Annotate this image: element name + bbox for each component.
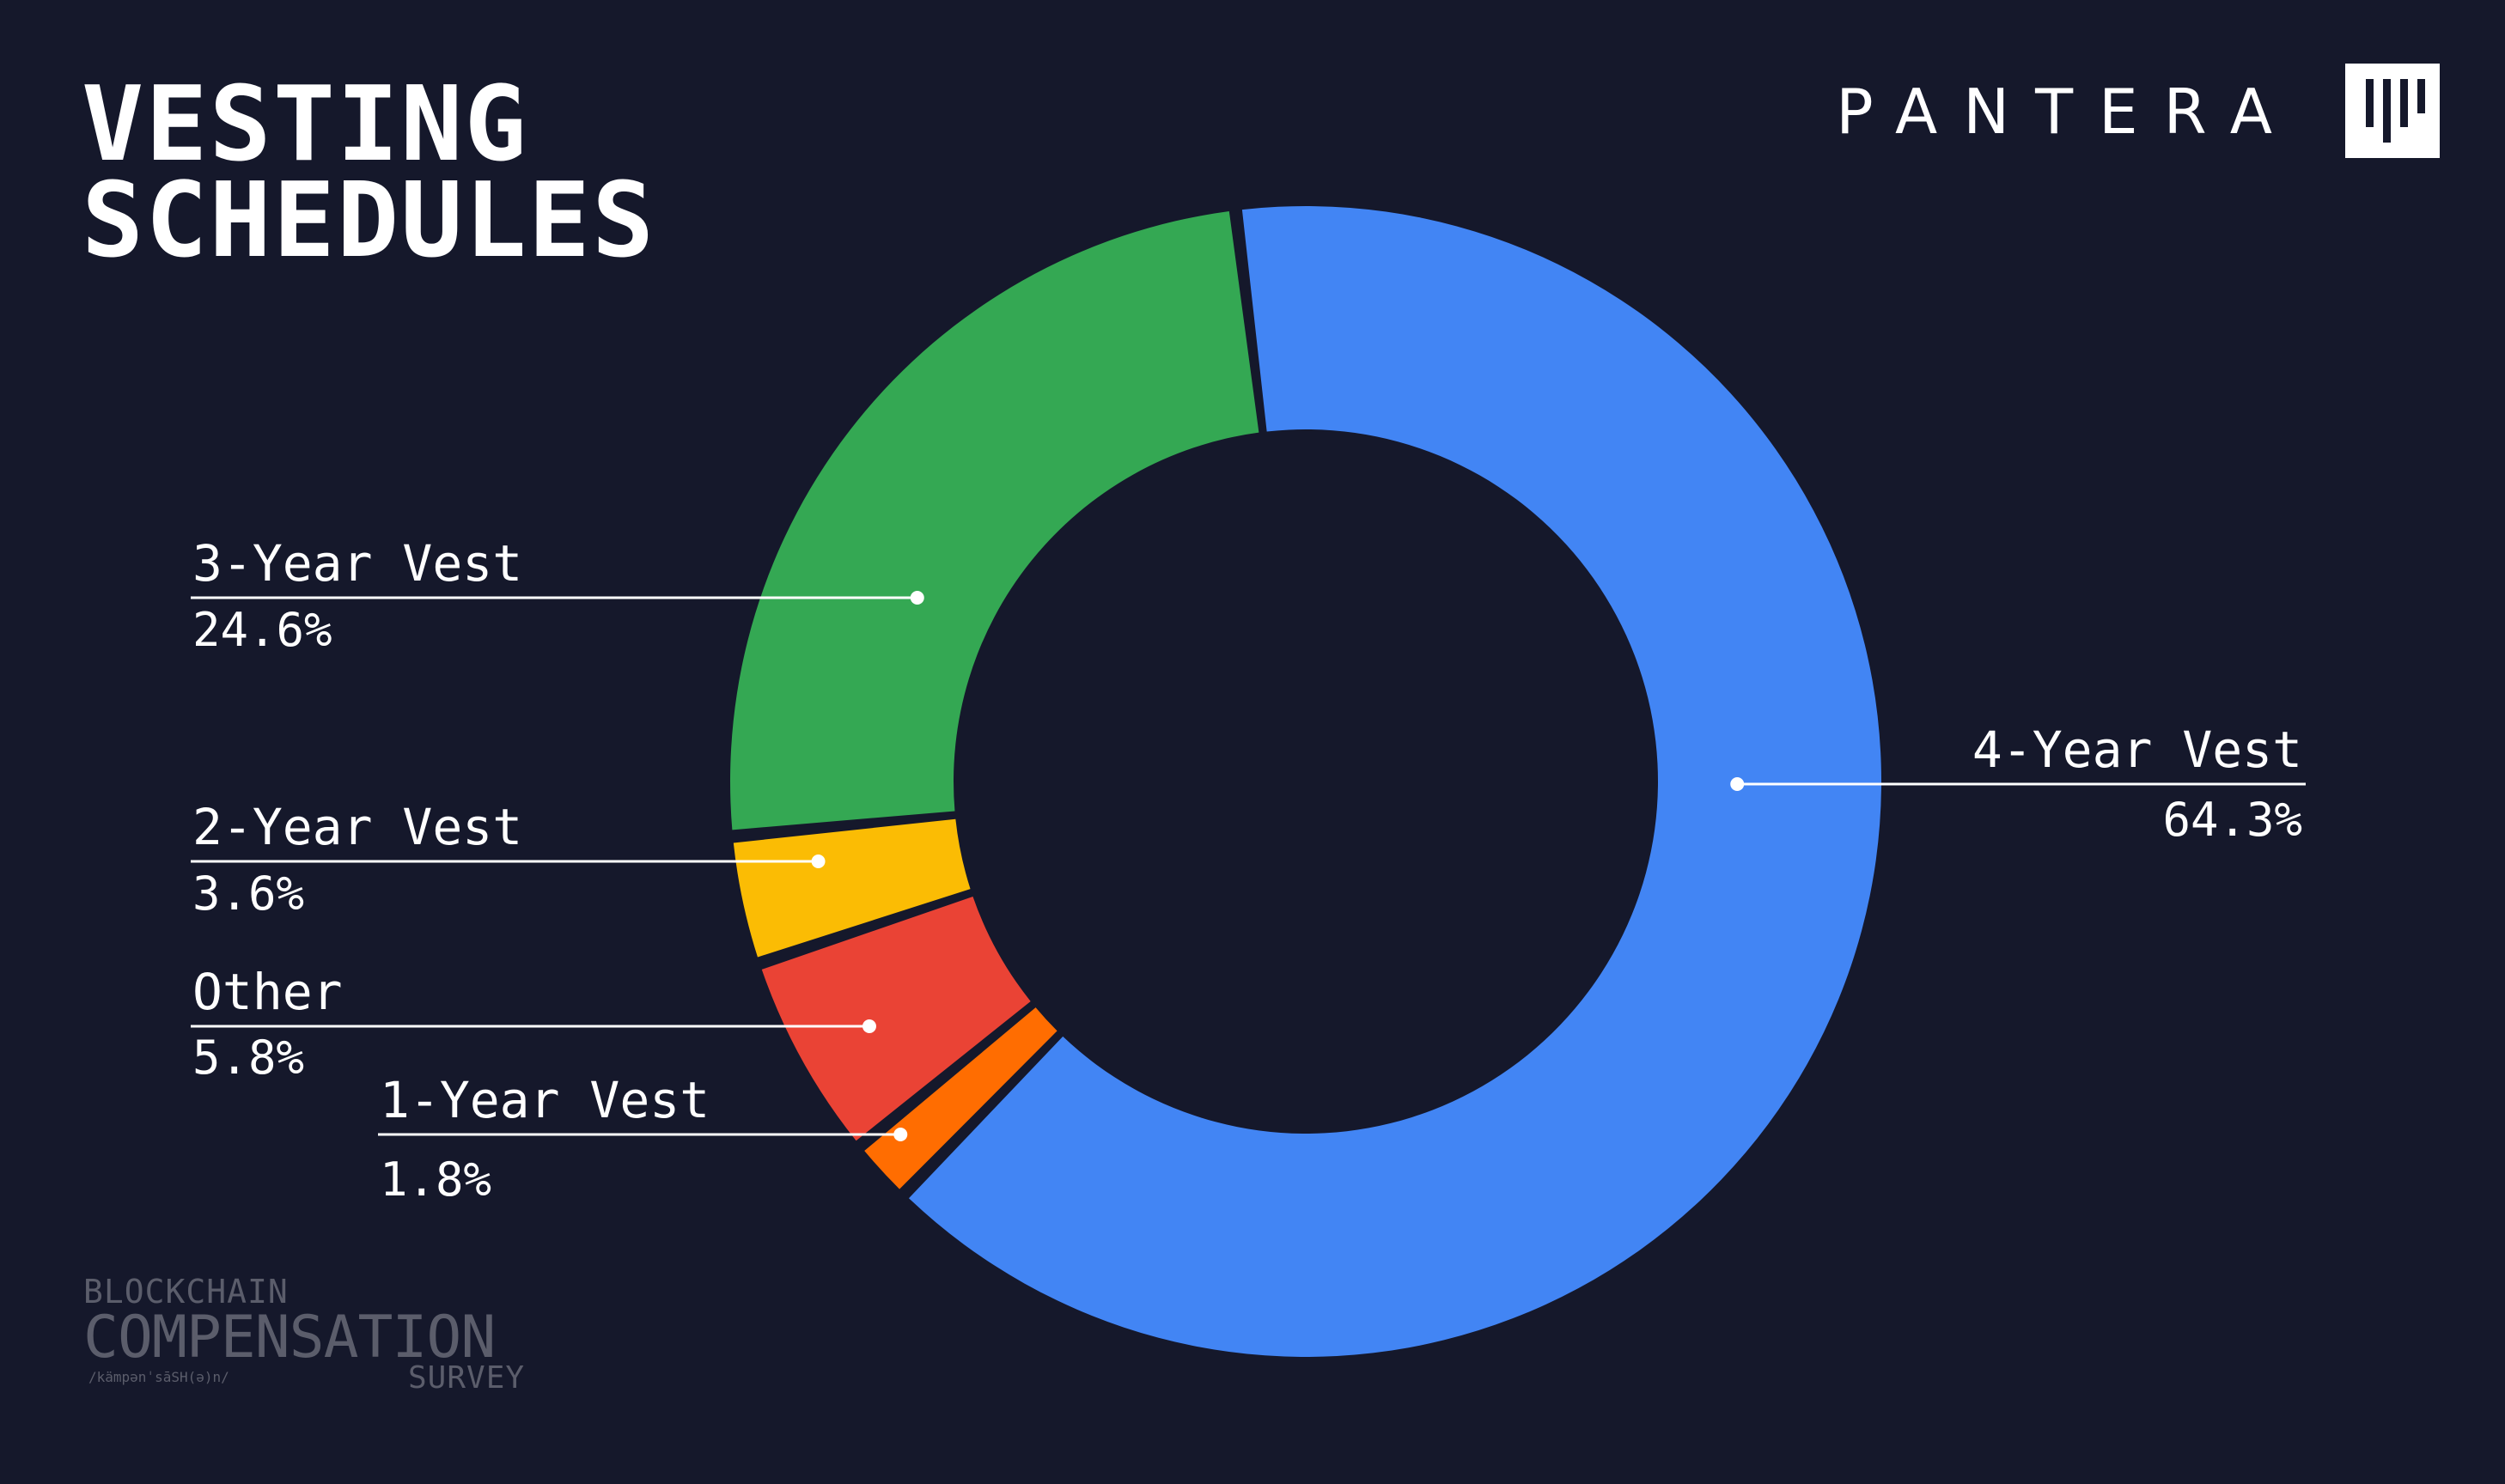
slice-2-year-vest (733, 818, 971, 958)
callout-1-year-vest: 1-Year Vest 1.8% (378, 1071, 908, 1207)
callout-dot (893, 1128, 908, 1141)
title-line-2: SCHEDULES (82, 161, 656, 281)
slice-1-year-vest (864, 1007, 1057, 1189)
slice-other (761, 896, 1031, 1141)
survey-top-text: BLOCKCHAIN (83, 1273, 289, 1311)
callout-2-year-vest: 2-Year Vest 3.6% (191, 798, 826, 921)
brand-logo: PANTERA (1735, 60, 2440, 163)
slice-3-year-vest (730, 210, 1259, 830)
slice-value-other: 5.8% (192, 1031, 304, 1085)
page-title: VESTING SCHEDULES (82, 65, 656, 281)
slice-label-2-year-vest: 2-Year Vest (192, 798, 522, 856)
slice-label-1-year-vest: 1-Year Vest (380, 1071, 710, 1129)
slice-label-3-year-vest: 3-Year Vest (192, 534, 522, 593)
callout-dot (862, 1019, 876, 1033)
survey-watermark: BLOCKCHAIN COMPENSATION /kämpənˈsāSH(ə)n… (83, 1273, 564, 1402)
brand-wordmark: PANTERA (1836, 76, 2298, 148)
title-line-1: VESTING (82, 65, 528, 185)
slice-value-1-year-vest: 1.8% (380, 1153, 491, 1207)
survey-main-text: COMPENSATION (83, 1304, 496, 1371)
slice-value-4-year-vest: 64.3% (2162, 793, 2302, 847)
slice-value-2-year-vest: 3.6% (192, 867, 304, 921)
callout-4-year-vest: 4-Year Vest 64.3% (1730, 721, 2306, 847)
slice-value-3-year-vest: 24.6% (192, 603, 332, 657)
slice-4-year-vest (908, 206, 1881, 1357)
slice-label-4-year-vest: 4-Year Vest (1972, 721, 2302, 779)
callout-3-year-vest: 3-Year Vest 24.6% (191, 534, 924, 657)
callout-other: Other 5.8% (191, 963, 876, 1085)
survey-phonetic-text: /kämpənˈsāSH(ə)n/ (88, 1369, 229, 1385)
callout-dot (910, 591, 924, 605)
slice-label-other: Other (192, 963, 343, 1021)
survey-bottom-text: SURVEY (408, 1360, 526, 1396)
pantera-logo-icon (2345, 64, 2440, 158)
callout-dot (811, 855, 826, 868)
callout-dot (1730, 777, 1745, 791)
